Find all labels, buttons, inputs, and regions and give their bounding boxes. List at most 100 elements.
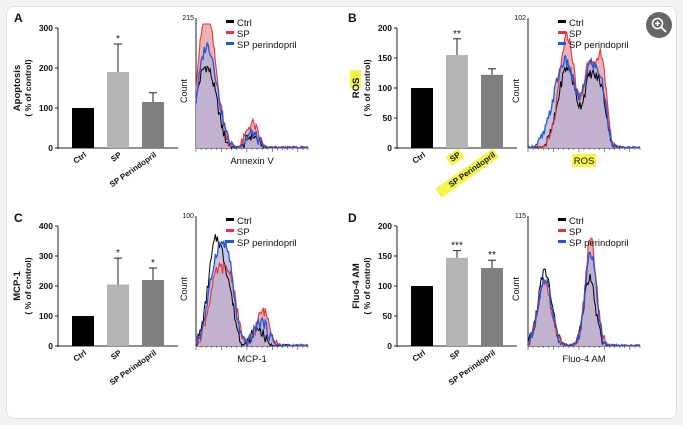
panel-label: A xyxy=(14,11,23,25)
y-tick-label: 100 xyxy=(39,103,53,113)
legend-label: SP xyxy=(237,227,250,238)
category-label: Ctrl xyxy=(411,348,427,363)
panel-label: D xyxy=(348,211,357,225)
legend-label: Ctrl xyxy=(237,216,252,227)
y-axis-label: MCP-1 xyxy=(12,271,23,301)
significance-mark: ** xyxy=(488,250,496,261)
hist-x-label: Fluo-4 AM xyxy=(562,354,605,365)
bar xyxy=(142,280,164,346)
hist-fill-perindopril xyxy=(528,56,640,148)
hist-line-perindopril xyxy=(527,55,641,150)
bar xyxy=(481,268,503,346)
legend-swatch xyxy=(558,31,566,34)
highlight-mark xyxy=(572,154,596,167)
category-label: Ctrl xyxy=(411,150,427,165)
legend-label: SP xyxy=(237,29,250,40)
y-axis-label: ROS xyxy=(351,78,362,99)
y-tick-label: 0 xyxy=(387,143,392,153)
legend-label: SP perindopril xyxy=(569,40,629,51)
y-tick-label: 150 xyxy=(378,53,392,63)
y-axis-sublabel: ( % of control) xyxy=(362,257,372,314)
highlight-mark xyxy=(435,148,500,198)
y-tick-label: 100 xyxy=(378,83,392,93)
category-label: SP xyxy=(109,348,123,362)
legend-swatch xyxy=(558,42,566,45)
category-label: Ctrl xyxy=(72,150,88,165)
hist-ymax-label: 102 xyxy=(514,15,526,22)
category-label: Ctrl xyxy=(72,348,88,363)
zoom-in-icon xyxy=(651,17,667,33)
hist-line-perindopril xyxy=(195,240,309,348)
y-axis-sublabel: ( % of control) xyxy=(23,257,33,314)
zoom-button[interactable] xyxy=(646,12,672,38)
y-tick-label: 50 xyxy=(383,113,393,123)
significance-mark: * xyxy=(151,258,155,269)
significance-mark: * xyxy=(116,248,120,259)
hist-y-label: Count xyxy=(511,79,521,104)
y-axis-label: Apoptosis xyxy=(12,65,23,111)
legend-swatch xyxy=(226,31,234,34)
bar-chart: 0 100 200 300 400 MCP-1( % of control) Ctrl * SP… xyxy=(12,221,178,387)
legend-swatch xyxy=(558,240,566,243)
y-tick-label: 200 xyxy=(39,63,53,73)
legend-swatch xyxy=(226,42,234,45)
significance-mark: *** xyxy=(451,241,463,252)
y-tick-label: 100 xyxy=(39,311,53,321)
significance-mark: * xyxy=(116,34,120,45)
y-tick-label: 300 xyxy=(39,251,53,261)
bar xyxy=(446,55,468,148)
panel-label: C xyxy=(14,211,23,225)
bar xyxy=(446,257,468,346)
bar xyxy=(481,74,503,148)
hist-fill-perindopril xyxy=(528,252,640,346)
y-tick-label: 200 xyxy=(39,281,53,291)
legend-label: SP perindopril xyxy=(237,238,297,249)
bar xyxy=(72,316,94,346)
hist-y-label: Count xyxy=(179,79,189,104)
legend-swatch xyxy=(226,218,234,221)
legend-label: Ctrl xyxy=(237,18,252,29)
category-label: SP xyxy=(109,150,123,164)
significance-mark: ** xyxy=(453,29,461,40)
legend-label: Ctrl xyxy=(569,216,584,227)
y-axis-sublabel: ( % of control) xyxy=(362,59,372,116)
bar xyxy=(72,108,94,148)
bar xyxy=(411,88,433,148)
y-tick-label: 200 xyxy=(378,23,392,33)
y-axis-label: Fluo-4 AM xyxy=(351,263,362,309)
legend-swatch xyxy=(558,20,566,23)
legend-swatch xyxy=(226,240,234,243)
bar xyxy=(107,72,129,148)
y-tick-label: 0 xyxy=(387,341,392,351)
bar-chart: 0 50 100 150 200 Fluo-4 AM( % of control) Ctrl… xyxy=(351,221,517,387)
hist-line-perindopril xyxy=(195,41,308,149)
legend-label: SP perindopril xyxy=(569,238,629,249)
legend-swatch xyxy=(558,218,566,221)
bar xyxy=(411,286,433,346)
hist-line-perindopril xyxy=(527,251,641,348)
hist-y-label: Count xyxy=(179,277,189,302)
category-label: SP xyxy=(448,348,462,362)
legend-label: SP perindopril xyxy=(237,40,297,51)
highlight-mark xyxy=(445,148,465,167)
legend-label: SP xyxy=(569,227,582,238)
y-axis-sublabel: ( % of control) xyxy=(23,59,33,116)
y-tick-label: 100 xyxy=(378,281,392,291)
y-tick-label: 0 xyxy=(48,341,53,351)
hist-x-label: MCP-1 xyxy=(237,354,267,365)
y-tick-label: 0 xyxy=(48,143,53,153)
hist-x-label: Annexin V xyxy=(230,156,274,167)
legend-label: Ctrl xyxy=(569,18,584,29)
hist-ymax-label: 100 xyxy=(182,213,194,220)
highlight-mark xyxy=(350,70,361,88)
hist-y-label: Count xyxy=(511,277,521,302)
legend-swatch xyxy=(226,229,234,232)
y-tick-label: 300 xyxy=(39,23,53,33)
y-tick-label: 50 xyxy=(383,311,393,321)
